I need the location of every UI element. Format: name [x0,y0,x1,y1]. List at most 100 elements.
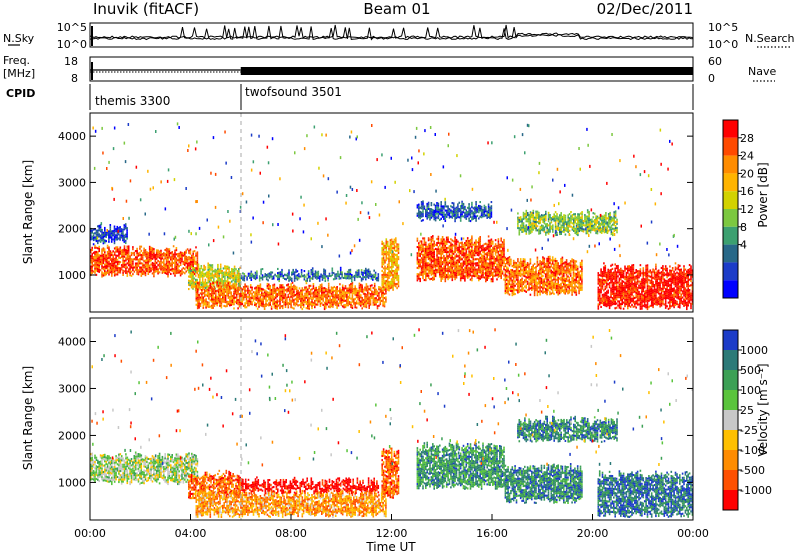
power-cell [426,252,428,254]
power-cell [228,293,230,295]
power-cell [316,276,318,278]
power-cell [544,278,546,280]
power-cell [346,294,348,296]
power-cell [523,271,525,273]
power-cell [200,299,202,301]
power-cell [352,292,354,294]
power-cell [440,238,442,240]
power-cell [610,304,612,306]
power-cell [438,252,440,254]
power-cell [573,282,575,284]
power-cell [580,287,582,289]
power-cell [555,289,557,291]
power-cell [371,284,373,286]
power-cell [296,293,298,295]
power-cell [273,275,275,277]
power-cell [459,244,461,246]
power-cell [357,276,359,278]
power-cell [238,274,240,276]
power-cell [581,266,583,268]
power-cell [424,269,426,271]
power-cell [142,267,144,269]
power-cell [194,250,196,252]
power-cell [531,283,533,285]
power-cell [371,297,373,299]
power-cell [201,273,203,275]
power-cell [607,269,609,271]
power-cell [571,290,573,292]
power-cell [621,286,623,288]
power-cell [188,280,190,282]
power-cell [317,302,319,304]
power-cell [481,266,483,268]
power-cell [394,274,396,276]
power-cell [435,260,437,262]
power-cell [621,274,623,276]
power-cell [391,280,393,282]
power-cell [445,274,447,276]
power-cell [311,269,313,271]
power-cell [111,252,113,254]
power-cell [382,292,384,294]
power-cell [205,298,207,300]
power-cell [507,267,509,269]
power-cell [560,277,562,279]
power-cell [527,275,529,277]
power-cell [354,294,356,296]
power-cell [544,291,546,293]
power-cell [189,274,191,276]
power-cell [332,299,334,301]
power-cell [160,254,162,256]
power-cell [226,293,228,295]
power-cell [505,257,507,259]
power-cell [630,306,632,308]
power-cell [531,268,533,270]
power-cell [534,267,536,269]
power-cell [125,266,127,268]
power-cell [196,271,198,273]
power-cell [628,288,630,290]
power-cell [555,287,557,289]
power-cell [367,302,369,304]
power-cell [373,270,375,272]
power-cell [453,245,455,247]
power-cell [488,277,490,279]
power-cell [238,277,240,279]
power-cell [576,290,578,292]
power-cell [258,293,260,295]
power-cell [436,238,438,240]
power-cell [229,286,231,288]
power-cell [475,269,477,271]
power-cell [238,279,240,281]
power-cell [329,298,331,300]
power-cell [488,248,490,250]
power-cell [191,259,193,261]
power-cell [517,277,519,279]
power-cell [143,271,145,273]
power-cell [157,256,159,258]
power-cell [624,301,626,303]
power-cell [425,269,427,271]
power-cell [551,293,553,295]
power-cell [229,290,231,292]
power-cell [293,285,295,287]
power-cell [325,278,327,280]
power-cell [254,298,256,300]
power-cell [517,289,519,291]
power-cell [103,254,105,256]
power-cell [247,296,249,298]
power-cell [482,274,484,276]
power-cell [207,269,209,271]
power-cell [573,270,575,272]
power-cell [192,261,194,263]
power-cell [201,297,203,299]
power-cell [627,286,629,288]
power-cell [203,301,205,303]
power-cell [612,272,614,274]
power-cell [598,272,600,274]
power-cell [352,286,354,288]
power-cell [447,247,449,249]
power-cell [314,287,316,289]
power-cell [197,297,199,299]
power-cell [353,298,355,300]
